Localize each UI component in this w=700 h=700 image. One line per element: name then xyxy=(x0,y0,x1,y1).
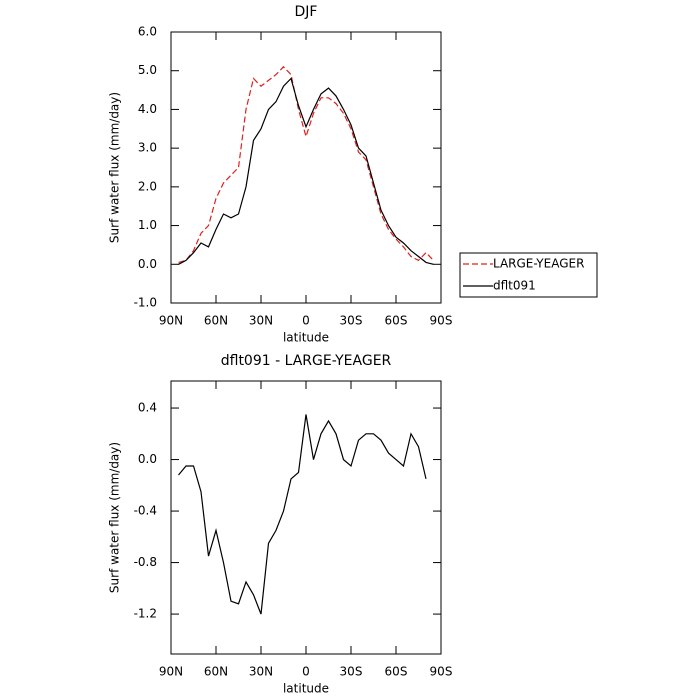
y-axis-label: Surf water flux (mm/day) xyxy=(108,92,122,243)
x-tick-label: 90N xyxy=(159,314,183,328)
y-tick-label: 5.0 xyxy=(138,63,157,77)
legend-label: LARGE-YEAGER xyxy=(493,257,584,271)
x-axis-label: latitude xyxy=(283,682,329,696)
x-tick-label: 90S xyxy=(430,314,453,328)
chart-title: DJF xyxy=(295,4,318,20)
y-tick-label: -0.4 xyxy=(134,504,157,518)
x-tick-label: 90S xyxy=(430,665,453,679)
x-tick-label: 60S xyxy=(385,665,408,679)
x-tick-label: 60S xyxy=(385,314,408,328)
y-tick-label: -0.8 xyxy=(134,555,157,569)
y-axis-label: Surf water flux (mm/day) xyxy=(108,442,122,593)
y-tick-label: 0.0 xyxy=(138,452,157,466)
x-tick-label: 60N xyxy=(204,665,228,679)
y-tick-label: 0.4 xyxy=(138,401,157,415)
y-tick-label: 4.0 xyxy=(138,102,157,116)
series-line xyxy=(178,414,427,615)
x-tick-label: 30N xyxy=(249,314,273,328)
series-line xyxy=(178,77,434,265)
legend-label: dflt091 xyxy=(493,279,536,293)
y-tick-label: -1.2 xyxy=(134,607,157,621)
legend-frame xyxy=(459,252,598,298)
x-tick-label: 60N xyxy=(204,314,228,328)
y-tick-label: 2.0 xyxy=(138,179,157,193)
x-tick-label: 30N xyxy=(249,665,273,679)
x-tick-label: 0 xyxy=(302,665,310,679)
x-tick-label: 0 xyxy=(302,314,310,328)
y-tick-label: 0.0 xyxy=(138,257,157,271)
plot-frame xyxy=(170,31,442,304)
y-tick-label: -1.0 xyxy=(134,296,157,310)
y-tick-label: 1.0 xyxy=(138,218,157,232)
x-tick-label: 30S xyxy=(340,665,363,679)
y-tick-label: 3.0 xyxy=(138,141,157,155)
x-tick-label: 30S xyxy=(340,314,363,328)
plot-frame xyxy=(170,380,442,655)
series-line xyxy=(178,65,434,263)
chart-title: dflt091 - LARGE-YEAGER xyxy=(221,353,392,369)
x-axis-label: latitude xyxy=(283,331,329,345)
x-tick-label: 90N xyxy=(159,665,183,679)
y-tick-label: 6.0 xyxy=(138,25,157,39)
